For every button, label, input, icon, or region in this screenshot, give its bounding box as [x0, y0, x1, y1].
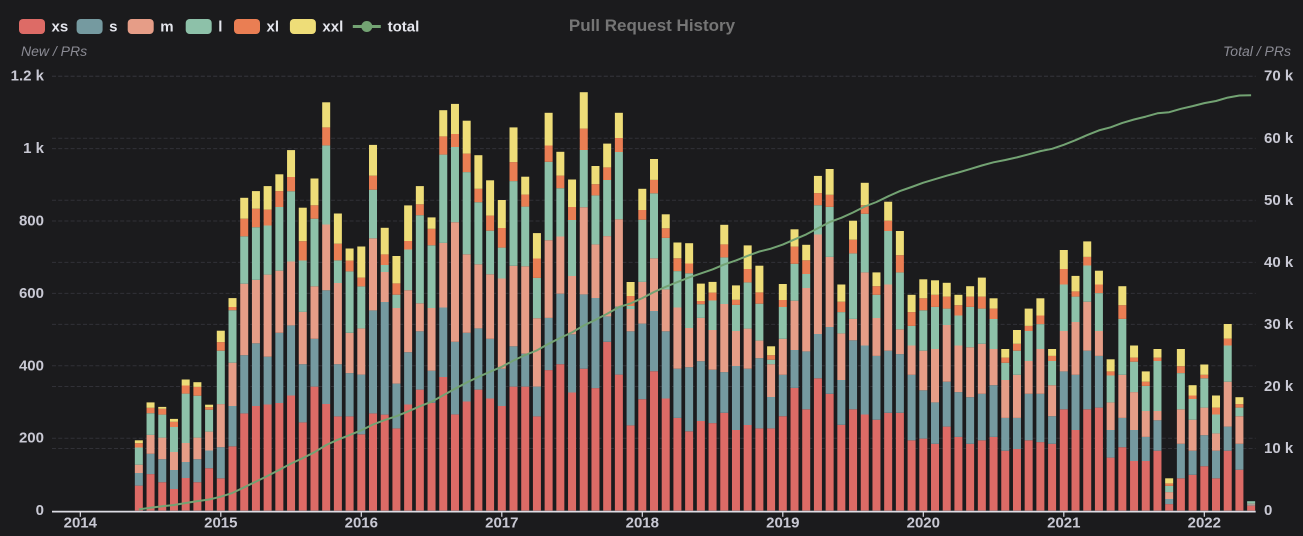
svg-text:60 k: 60 k	[1264, 130, 1294, 147]
svg-text:xs: xs	[52, 19, 69, 36]
svg-text:2015: 2015	[204, 515, 237, 532]
svg-text:New / PRs: New / PRs	[21, 43, 87, 59]
svg-text:xl: xl	[267, 19, 280, 36]
svg-text:1.2 k: 1.2 k	[11, 68, 45, 85]
svg-text:2014: 2014	[64, 515, 98, 532]
svg-text:20 k: 20 k	[1264, 378, 1294, 395]
svg-text:40 k: 40 k	[1264, 254, 1294, 271]
svg-text:2019: 2019	[766, 515, 799, 532]
svg-text:2021: 2021	[1047, 515, 1080, 532]
svg-text:800: 800	[19, 213, 44, 230]
svg-text:2016: 2016	[345, 515, 378, 532]
svg-text:0: 0	[36, 502, 44, 519]
svg-text:2022: 2022	[1188, 515, 1221, 532]
svg-text:50 k: 50 k	[1264, 192, 1294, 209]
svg-text:s: s	[109, 19, 117, 36]
svg-text:Pull Request History: Pull Request History	[569, 16, 736, 35]
svg-text:70 k: 70 k	[1264, 68, 1294, 85]
svg-text:l: l	[218, 19, 222, 36]
svg-text:m: m	[160, 19, 173, 36]
svg-text:xxl: xxl	[322, 19, 343, 36]
svg-text:total: total	[388, 19, 420, 36]
svg-text:0: 0	[1264, 502, 1272, 519]
svg-text:2018: 2018	[626, 515, 659, 532]
svg-text:10 k: 10 k	[1264, 440, 1294, 457]
svg-text:30 k: 30 k	[1264, 316, 1294, 333]
svg-text:200: 200	[19, 430, 44, 447]
svg-text:1 k: 1 k	[23, 140, 45, 157]
svg-text:400: 400	[19, 357, 44, 374]
svg-text:Total / PRs: Total / PRs	[1223, 43, 1291, 59]
svg-text:2017: 2017	[485, 515, 518, 532]
svg-text:2020: 2020	[907, 515, 940, 532]
svg-text:600: 600	[19, 285, 44, 302]
